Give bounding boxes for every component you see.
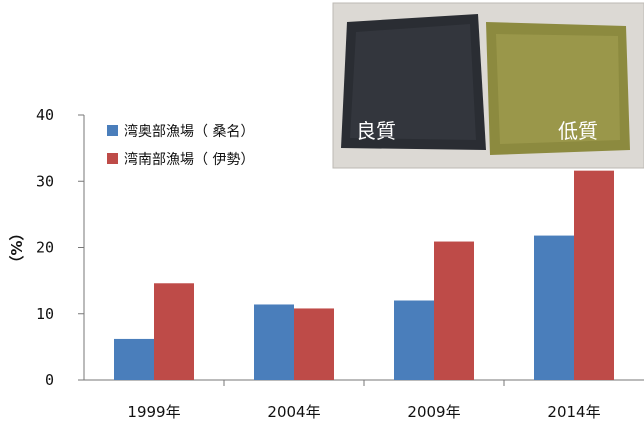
poor-nori-sheet-shade <box>496 34 620 144</box>
y-tick-label: 40 <box>36 106 54 124</box>
y-tick-label: 0 <box>45 371 54 389</box>
x-tick-label: 2009年 <box>407 403 460 421</box>
legend: 湾奥部漁場（ 桑名） 湾南部漁場（ 伊勢） <box>107 123 254 168</box>
legend-label-1: 湾南部漁場（ 伊勢） <box>124 151 254 168</box>
bar-series-1-1 <box>294 308 334 380</box>
poor-quality-label: 低質 <box>558 119 598 143</box>
bar-series-0-0 <box>114 338 154 380</box>
bar-series-0-2 <box>394 300 434 380</box>
y-axis-label: （%） <box>8 225 26 270</box>
nori-photo: 良質 低質 <box>332 2 644 169</box>
legend-swatch-1 <box>107 153 118 164</box>
photo-frame <box>332 2 644 169</box>
good-quality-label: 良質 <box>356 119 396 143</box>
legend-swatch-0 <box>107 125 118 136</box>
x-tick-label: 2004年 <box>267 403 320 421</box>
y-tick-label: 20 <box>36 239 54 257</box>
bar-series-1-3 <box>574 170 614 380</box>
x-tick-label: 2014年 <box>547 403 600 421</box>
y-tick-label: 10 <box>36 305 54 323</box>
y-tick-label: 30 <box>36 172 54 190</box>
bar-series-0-3 <box>534 235 574 380</box>
good-nori-sheet-shade <box>350 24 476 140</box>
bar-series-1-0 <box>154 283 194 380</box>
bar-series-0-1 <box>254 304 294 380</box>
bar-series-1-2 <box>434 241 474 380</box>
legend-label-0: 湾奥部漁場（ 桑名） <box>124 123 254 140</box>
x-tick-label: 1999年 <box>127 403 180 421</box>
